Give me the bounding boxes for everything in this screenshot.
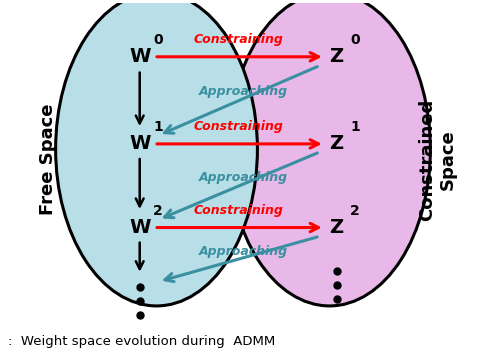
Text: 2: 2 [153,204,163,218]
Ellipse shape [228,0,431,306]
Text: :  Weight space evolution during  ADMM: : Weight space evolution during ADMM [8,335,275,348]
Ellipse shape [55,0,258,306]
Text: 1: 1 [153,120,163,134]
Text: Constrained
Space: Constrained Space [418,98,457,221]
Text: Z: Z [330,218,344,237]
Text: Approaching: Approaching [198,171,288,184]
Text: Constraining: Constraining [193,33,283,46]
Text: W: W [129,218,151,237]
Text: Constraining: Constraining [193,120,283,133]
Text: 2: 2 [350,204,360,218]
Text: 0: 0 [350,33,360,47]
Text: W: W [129,135,151,153]
Text: Z: Z [330,47,344,66]
Text: 1: 1 [350,120,360,134]
Text: Constraining: Constraining [193,204,283,217]
Text: Approaching: Approaching [198,245,288,258]
Text: Z: Z [330,135,344,153]
Text: 0: 0 [153,33,163,47]
Text: Approaching: Approaching [198,85,288,98]
Text: Free Space: Free Space [39,104,57,215]
Text: W: W [129,47,151,66]
